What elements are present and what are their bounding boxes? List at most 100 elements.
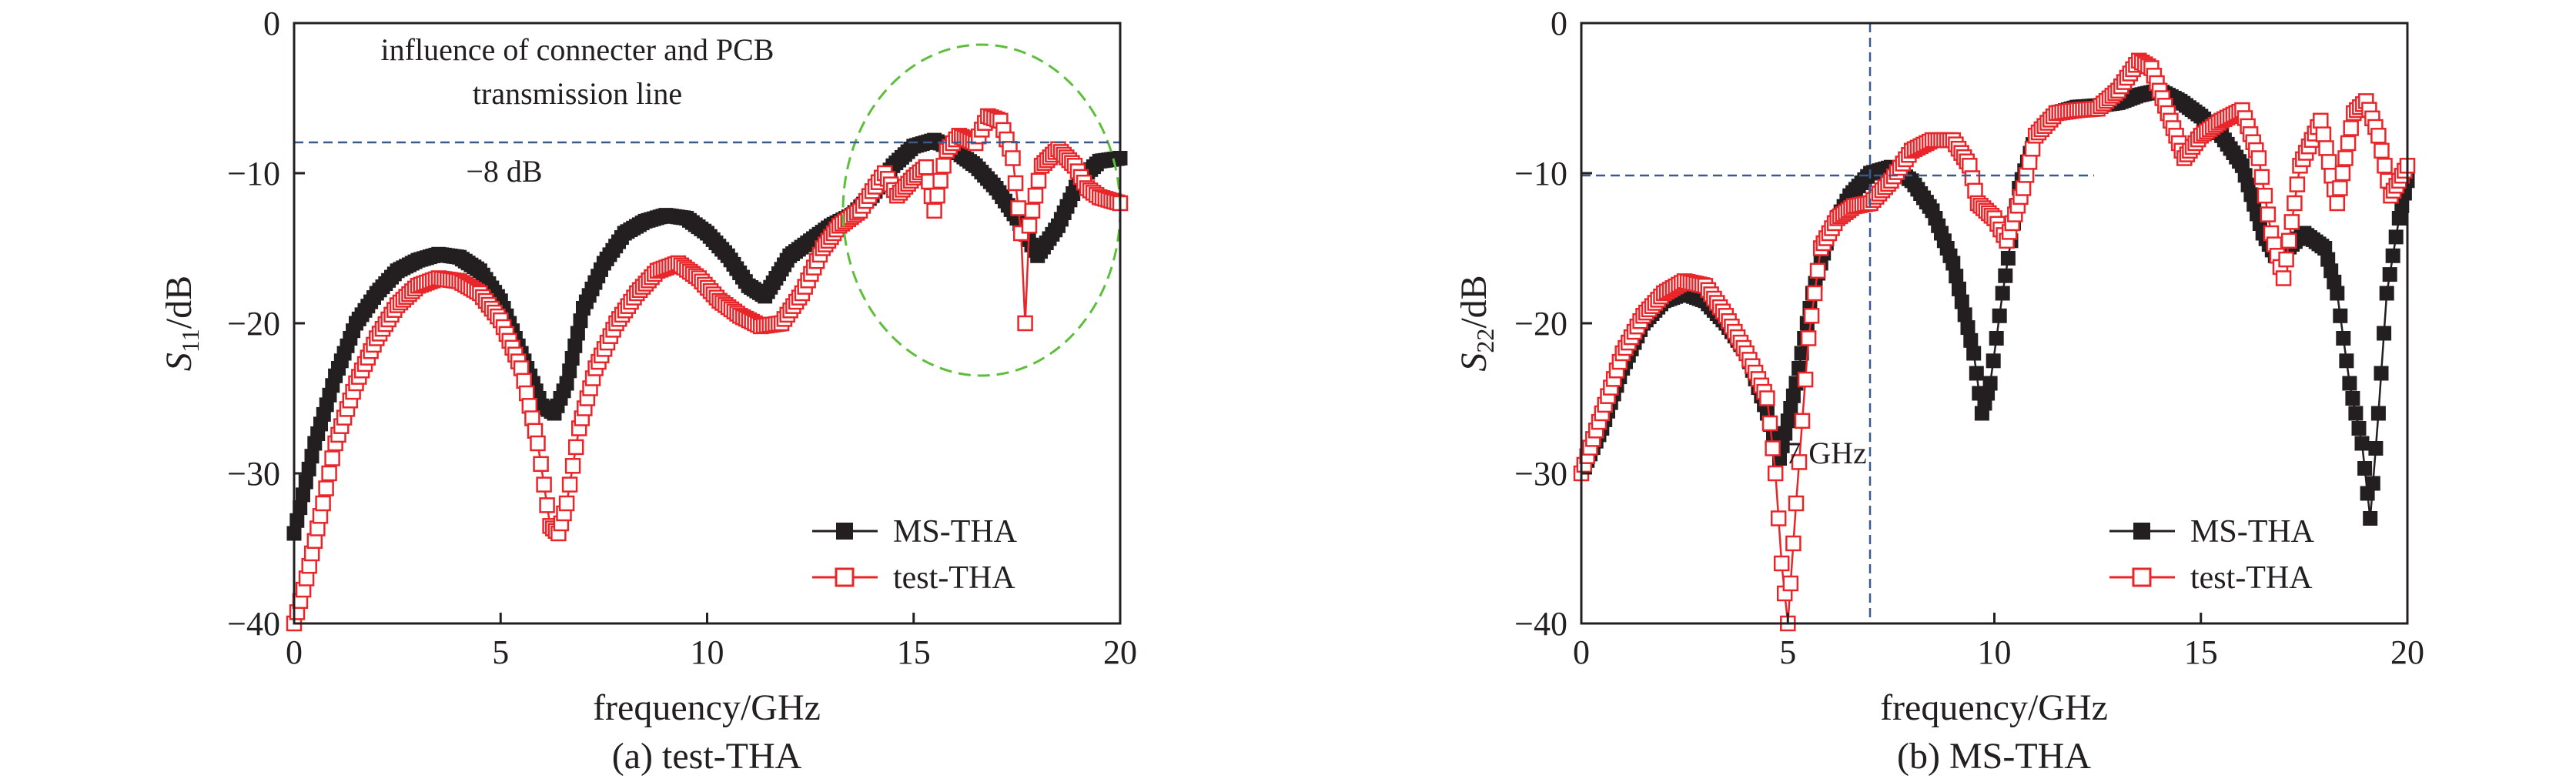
marker-b-0-145 xyxy=(1998,268,2013,283)
svg-text:S11/dB: S11/dB xyxy=(159,276,204,371)
marker-a-1-248 xyxy=(1017,315,1033,332)
ylabel-a-unit: /dB xyxy=(159,276,199,329)
xtick-label-a-2: 10 xyxy=(691,633,724,671)
marker-b-0-261 xyxy=(2339,353,2354,369)
series-a-test-tha xyxy=(286,108,1129,632)
marker-b-0-142 xyxy=(1989,331,2004,346)
marker-b-0-259 xyxy=(2333,308,2348,323)
ylabel-b-main: S xyxy=(1454,353,1494,372)
ytick-label-b-0: 0 xyxy=(1551,5,1567,42)
svg-text:S22/dB: S22/dB xyxy=(1454,275,1499,371)
ylabel-b-sub: 22 xyxy=(1471,329,1499,353)
marker-b-0-274 xyxy=(2377,326,2392,341)
marker-b-0-134 xyxy=(1966,346,1982,361)
marker-a-1-220 xyxy=(932,172,948,189)
marker-b-1-72 xyxy=(1785,535,1802,552)
marker-a-1-246 xyxy=(1010,200,1026,216)
marker-b-0-265 xyxy=(2351,421,2367,436)
marker-a-1-249 xyxy=(1021,218,1038,234)
marker-a-1-11 xyxy=(318,480,334,496)
marker-b-1-262 xyxy=(2334,165,2351,182)
ytick-label-a-3: −30 xyxy=(227,455,280,493)
legend-b-ms: MS-THA xyxy=(2190,514,2315,550)
panel-a: 0 5 10 15 20 0 −10 −20 −30 −40 influence of conne… xyxy=(159,5,1137,777)
marker-b-1-71 xyxy=(1782,575,1799,592)
marker-b-0-262 xyxy=(2342,376,2357,391)
marker-b-0-130 xyxy=(1954,294,1969,309)
marker-a-1-96 xyxy=(567,439,584,456)
marker-b-1-154 xyxy=(2021,154,2038,170)
marker-b-1-79 xyxy=(1806,285,1823,302)
marker-b-1-233 xyxy=(2250,150,2267,166)
legend-a: MS-THA test-THA xyxy=(812,514,1018,596)
xtick-label-b-1: 5 xyxy=(1779,633,1796,671)
ylabel-a-main: S xyxy=(159,353,199,371)
xtick-label-b-4: 20 xyxy=(2390,633,2424,671)
x-axis-label-b: frequency/GHz xyxy=(1880,687,2108,728)
marker-b-1-276 xyxy=(2377,158,2393,174)
marker-b-1-234 xyxy=(2253,169,2270,185)
marker-b-0-279 xyxy=(2391,211,2407,226)
marker-b-1-242 xyxy=(2278,251,2294,268)
marker-b-1-152 xyxy=(2015,180,2032,196)
marker-b-0-276 xyxy=(2382,267,2397,282)
marker-b-1-241 xyxy=(2275,270,2292,286)
marker-a-1-13 xyxy=(324,450,340,466)
marker-b-1-275 xyxy=(2374,142,2390,159)
legend-a-ms: MS-THA xyxy=(893,514,1018,550)
xtick-label-b-0: 0 xyxy=(1573,633,1590,671)
series-b-ms-tha xyxy=(1574,83,2415,526)
marker-a-1-83 xyxy=(530,435,546,452)
marker-b-0-267 xyxy=(2357,461,2373,476)
marker-b-1-260 xyxy=(2329,195,2346,212)
marker-a-1-93 xyxy=(558,495,575,512)
marker-b-0-277 xyxy=(2385,248,2400,263)
marker-a-0-97 xyxy=(573,313,588,329)
ref-label: −8 dB xyxy=(466,154,542,189)
marker-a-0-1 xyxy=(289,513,305,528)
marker-b-0-127 xyxy=(1945,256,1961,271)
marker-b-1-254 xyxy=(2313,112,2329,129)
x-axis-label-a: frequency/GHz xyxy=(593,687,821,728)
marker-a-0-4 xyxy=(298,474,313,490)
marker-a-1-218 xyxy=(926,202,942,219)
legend-b-test: test-THA xyxy=(2190,560,2313,596)
marker-b-0-272 xyxy=(2370,406,2386,421)
xtick-label-a-1: 5 xyxy=(492,633,509,671)
marker-a-1-86 xyxy=(539,497,555,513)
marker-b-0-72 xyxy=(1785,388,1801,403)
marker-b-0-129 xyxy=(1952,281,1966,296)
ytick-label-b-4: −40 xyxy=(1514,605,1567,643)
marker-b-1-235 xyxy=(2257,187,2273,204)
xtick-label-a-3: 15 xyxy=(897,633,931,671)
marker-b-0-270 xyxy=(2365,476,2380,491)
marker-b-1-67 xyxy=(1770,510,1787,526)
marker-b-1-246 xyxy=(2289,176,2306,192)
marker-b-1-244 xyxy=(2283,214,2300,230)
xtick-label-b-2: 10 xyxy=(1978,633,2012,671)
marker-b-1-265 xyxy=(2343,120,2359,136)
legend-b: MS-THA test-THA xyxy=(2109,514,2315,596)
marker-b-0-75 xyxy=(1794,346,1809,361)
marker-b-1-75 xyxy=(1794,413,1811,429)
panel-b: 0 5 10 15 20 0 −10 −20 −30 −40 7 GHz MS-THA test-… xyxy=(1454,5,2424,777)
marker-b-1-64 xyxy=(1761,415,1778,432)
marker-b-1-274 xyxy=(2370,128,2387,144)
marker-b-0-141 xyxy=(1986,353,2001,369)
marker-b-1-236 xyxy=(2260,206,2277,222)
marker-a-1-244 xyxy=(1005,150,1021,166)
series-a-ms-tha xyxy=(286,132,1128,541)
marker-b-1-245 xyxy=(2287,195,2303,212)
marker-b-1-255 xyxy=(2315,126,2332,142)
marker-b-1-264 xyxy=(2340,135,2357,152)
legend-a-test: test-THA xyxy=(893,560,1015,596)
marker-b-0-258 xyxy=(2330,286,2345,301)
marker-b-0-271 xyxy=(2368,441,2384,456)
marker-b-0-146 xyxy=(2000,251,2016,266)
ytick-label-b-3: −30 xyxy=(1514,455,1567,493)
ytick-label-a-4: −40 xyxy=(227,605,280,643)
marker-b-1-68 xyxy=(1773,555,1790,572)
marker-a-0-96 xyxy=(570,326,585,341)
marker-b-1-261 xyxy=(2332,180,2348,196)
